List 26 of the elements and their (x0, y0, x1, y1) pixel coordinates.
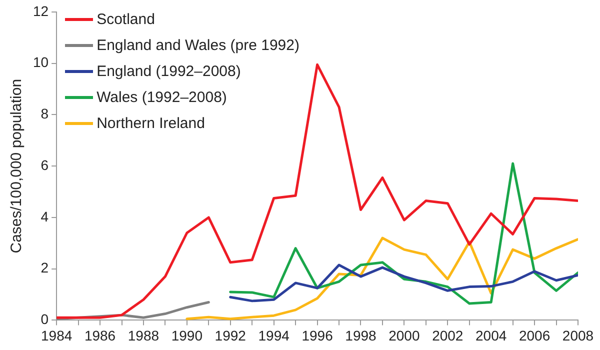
y-tick-label: 12 (32, 2, 49, 19)
x-tick-label: 1992 (214, 327, 246, 344)
y-axis-title: Cases/100,000 population (8, 78, 26, 254)
legend-label: England and Wales (pre 1992) (96, 36, 300, 54)
x-tick-label: 1996 (302, 327, 334, 344)
y-tick-label: 8 (40, 106, 49, 122)
legend-label: England (1992–2008) (96, 62, 241, 80)
x-tick-label: 1984 (40, 327, 72, 344)
x-tick-label: 2000 (388, 327, 420, 344)
y-tick-label: 2 (40, 260, 49, 276)
x-tick-label: 1994 (258, 327, 290, 344)
x-tick-label: 2002 (432, 327, 464, 344)
legend-label: Scotland (96, 10, 155, 28)
legend-label: Northern Ireland (96, 114, 205, 132)
x-tick-label: 2006 (518, 327, 550, 344)
y-tick-label: 6 (40, 156, 49, 173)
y-tick-label: 0 (40, 311, 49, 328)
x-tick-label: 2004 (476, 327, 507, 344)
x-tick-label: 1988 (128, 327, 160, 344)
x-tick-label: 1998 (345, 327, 377, 344)
legend-label: Wales (1992–2008) (96, 88, 227, 106)
y-tick-label: 10 (32, 54, 49, 70)
x-tick-label: 2008 (562, 327, 594, 344)
x-tick-label: 1990 (171, 327, 203, 344)
y-tick-label: 4 (40, 208, 49, 224)
x-tick-label: 1986 (84, 327, 116, 344)
